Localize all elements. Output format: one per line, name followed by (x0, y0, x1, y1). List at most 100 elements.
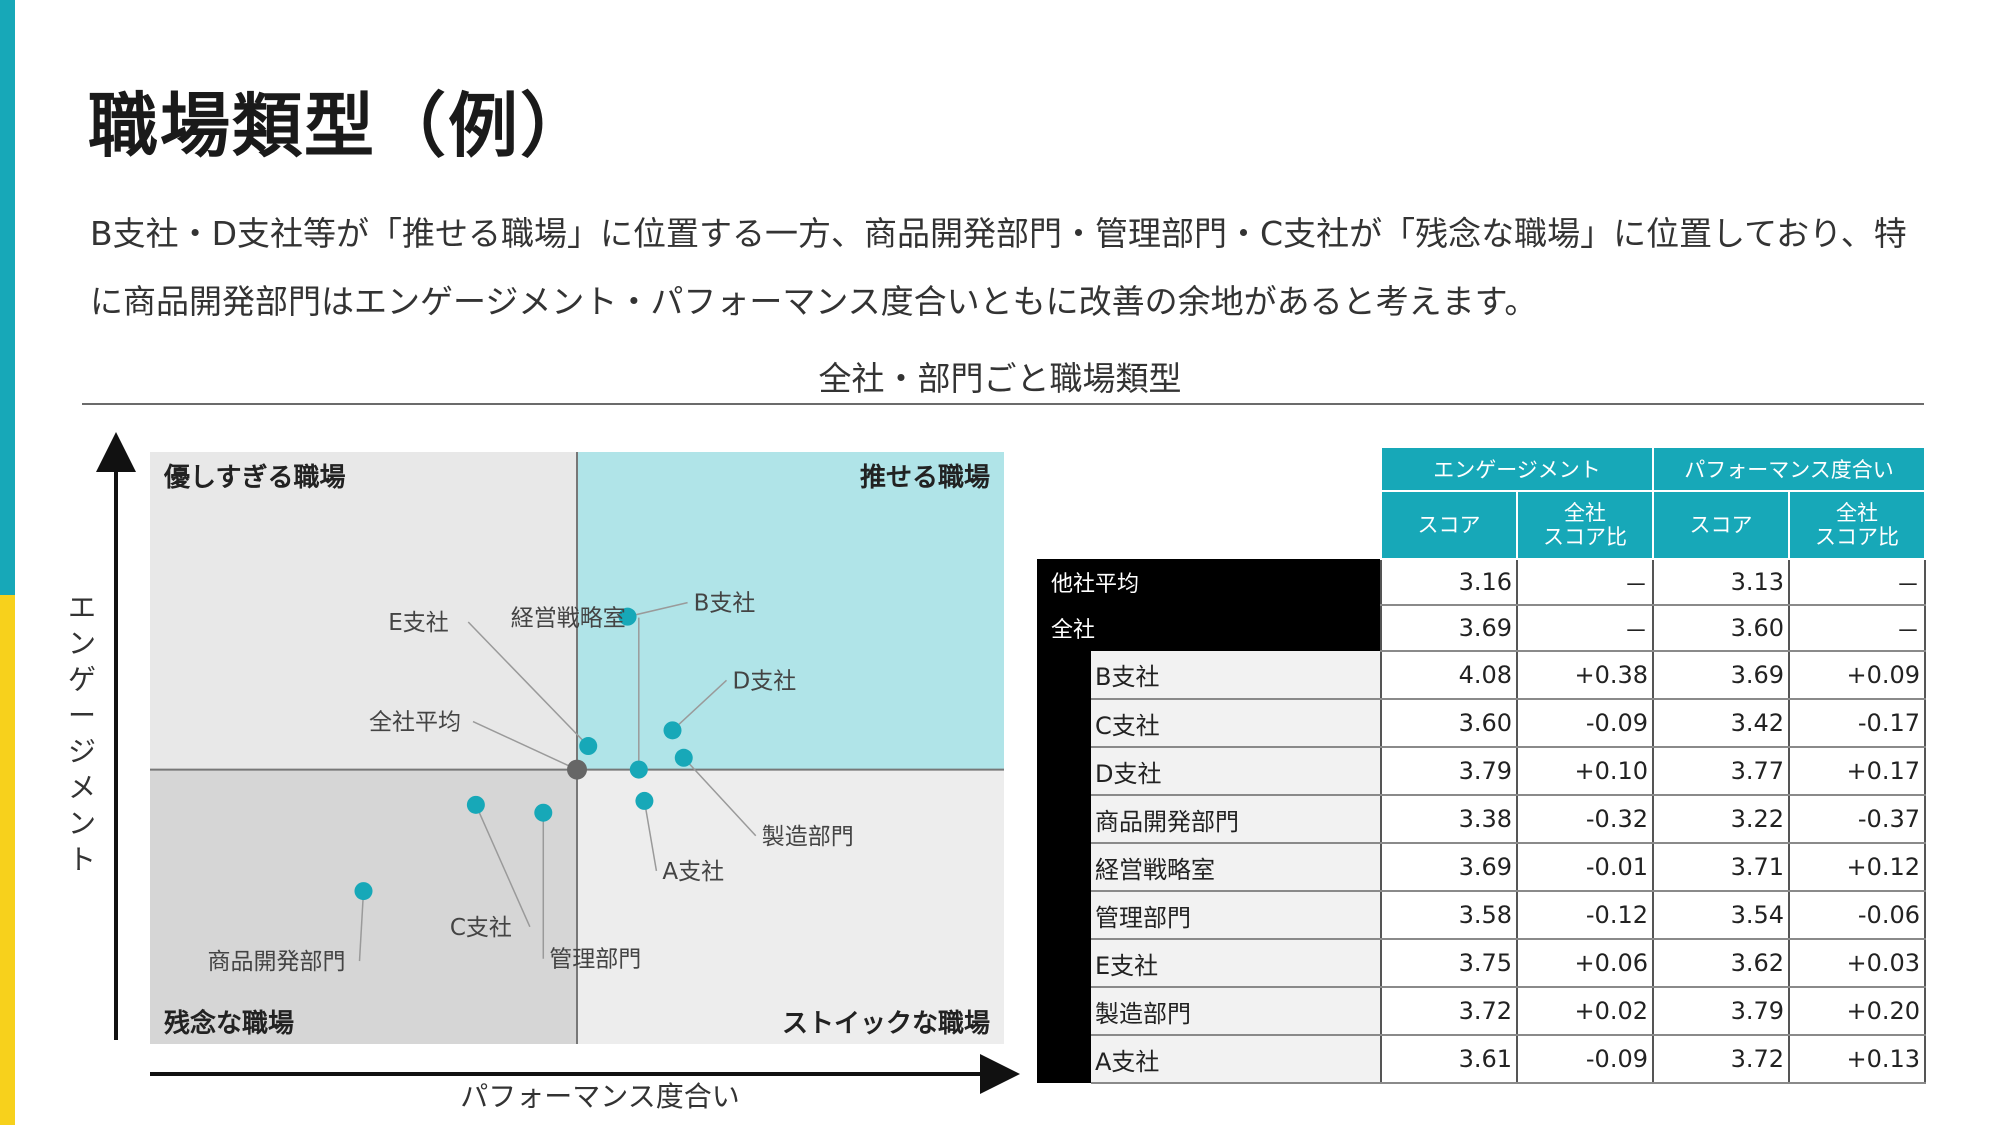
row-label: 経営戦略室 (1091, 843, 1381, 892)
quadrant-label-top-left: 優しすぎる職場 (163, 463, 345, 493)
leader-line (358, 891, 365, 962)
table-cell: +0.10 (1516, 747, 1654, 796)
table-cell: 3.38 (1380, 795, 1518, 844)
data-point (674, 748, 693, 767)
table-cell: 3.16 (1380, 559, 1518, 606)
table-cell: 3.77 (1652, 747, 1790, 796)
table-cell: +0.17 (1788, 747, 1926, 796)
table-row: 経営戦略室 3.69 -0.01 3.71 +0.12 (1037, 843, 1926, 892)
table-sub-header-row: スコア 全社 スコア比 スコア 全社 スコア比 (1037, 490, 1926, 560)
row-indent-block (1037, 987, 1091, 1035)
data-point (466, 795, 485, 814)
table-cell: 3.60 (1652, 605, 1790, 652)
section-title: 全社・部門ごと職場類型 (818, 359, 1182, 398)
row-indent-block (1037, 939, 1091, 987)
table-row: E支社 3.75 +0.06 3.62 +0.03 (1037, 939, 1926, 988)
table-cell: +0.20 (1788, 987, 1926, 1036)
table-cell: +0.06 (1516, 939, 1654, 988)
sub-header-performance-diff: 全社 スコア比 (1788, 490, 1926, 560)
description-line-1: B支社・D支社等が「推せる職場」に位置する一方、商品開発部門・管理部門・C支社が… (90, 214, 1907, 253)
group-header-engagement: エンゲージメント (1380, 446, 1654, 492)
point-label: 製造部門 (762, 824, 854, 850)
table-cell: － (1788, 559, 1926, 606)
y-axis-label-char: ン (67, 807, 96, 840)
leader-line (643, 800, 658, 872)
y-axis-label-char: ン (67, 627, 96, 660)
row-indent-block (1037, 747, 1091, 795)
table-cell: -0.09 (1516, 699, 1654, 748)
leader-line (672, 679, 728, 731)
point-label: D支社 (733, 668, 797, 694)
table-cell: － (1516, 605, 1654, 652)
leader-line (627, 601, 688, 618)
table-row: B支社 4.08 +0.38 3.69 +0.09 (1037, 651, 1926, 700)
table-cell: 3.79 (1380, 747, 1518, 796)
row-label: A支社 (1091, 1035, 1381, 1084)
quadrant-bottom-left (150, 769, 577, 1044)
point-label: C支社 (450, 915, 512, 941)
sub-header-engagement-diff: 全社 スコア比 (1516, 490, 1654, 560)
row-indent-block (1037, 843, 1091, 891)
row-label: 他社平均 (1037, 559, 1381, 605)
quadrant-label-top-right: 推せる職場 (860, 463, 990, 493)
sub-header-engagement-score: スコア (1380, 490, 1518, 560)
data-point (618, 607, 637, 626)
table-cell: 3.69 (1380, 843, 1518, 892)
table-row: 商品開発部門 3.38 -0.32 3.22 -0.37 (1037, 795, 1926, 844)
description-line-2: に商品開発部門はエンゲージメント・パフォーマンス度合いともに改善の余地があると考… (90, 282, 1538, 321)
row-label: B支社 (1091, 651, 1381, 700)
table-cell: -0.17 (1788, 699, 1926, 748)
data-point (534, 803, 553, 822)
row-label: D支社 (1091, 747, 1381, 796)
data-point (635, 791, 654, 810)
group-header-performance: パフォーマンス度合い (1652, 446, 1926, 492)
table-cell: 4.08 (1380, 651, 1518, 700)
table-row: 管理部門 3.58 -0.12 3.54 -0.06 (1037, 891, 1926, 940)
slide-description: B支社・D支社等が「推せる職場」に位置する一方、商品開発部門・管理部門・C支社が… (90, 200, 1950, 336)
table-cell: -0.37 (1788, 795, 1926, 844)
y-axis-label: エンゲージメント (62, 590, 102, 878)
leader-line (472, 720, 578, 771)
table-cell: -0.01 (1516, 843, 1654, 892)
leader-line (683, 757, 757, 837)
table-cell: +0.02 (1516, 987, 1654, 1036)
table-cell: 3.62 (1652, 939, 1790, 988)
table-cell: +0.03 (1788, 939, 1926, 988)
point-label: E支社 (388, 610, 449, 636)
row-label: 商品開発部門 (1091, 795, 1381, 844)
table-row: 全社 3.69 － 3.60 － (1037, 605, 1926, 652)
table-row: 製造部門 3.72 +0.02 3.79 +0.20 (1037, 987, 1926, 1036)
slide-title: 職場類型（例） (88, 85, 592, 167)
table-cell: -0.32 (1516, 795, 1654, 844)
table-cell: 3.60 (1380, 699, 1518, 748)
table-cell: 3.58 (1380, 891, 1518, 940)
leader-line (467, 621, 589, 747)
sub-header-performance-score: スコア (1652, 490, 1790, 560)
quadrant-label-bottom-left: 残念な職場 (164, 1008, 294, 1039)
table-cell: 3.54 (1652, 891, 1790, 940)
row-indent-block (1037, 699, 1091, 747)
table-cell: +0.38 (1516, 651, 1654, 700)
row-indent-block (1037, 1035, 1091, 1083)
accent-bar-teal (0, 0, 15, 595)
table-cell: -0.12 (1516, 891, 1654, 940)
leader-line (475, 804, 531, 928)
row-label: C支社 (1091, 699, 1381, 748)
table-cell: 3.72 (1380, 987, 1518, 1036)
y-axis-label-char: メ (67, 771, 96, 804)
table-cell: -0.06 (1788, 891, 1926, 940)
point-label: 商品開発部門 (208, 949, 346, 975)
row-indent-block (1037, 651, 1091, 699)
table-cell: － (1516, 559, 1654, 606)
accent-bar-yellow (0, 595, 15, 1125)
table-row: A支社 3.61 -0.09 3.72 +0.13 (1037, 1035, 1926, 1084)
y-axis-label-char: ー (67, 699, 96, 732)
quadrant-label-bottom-right: ストイックな職場 (782, 1009, 990, 1039)
x-axis-label: パフォーマンス度合い (460, 1080, 740, 1113)
data-point (579, 737, 598, 756)
quadrant-bottom-right (577, 769, 1004, 1044)
row-label: 管理部門 (1091, 891, 1381, 940)
table-cell: +0.12 (1788, 843, 1926, 892)
table-cell: +0.09 (1788, 651, 1926, 700)
